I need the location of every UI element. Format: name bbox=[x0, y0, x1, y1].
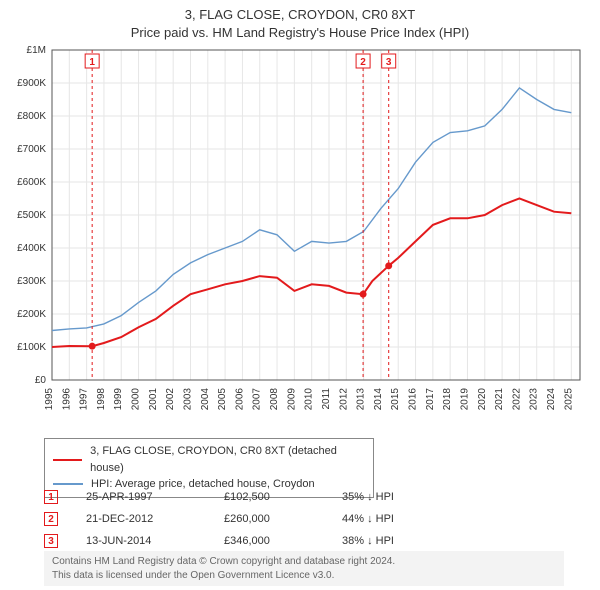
svg-text:2013: 2013 bbox=[356, 388, 367, 411]
svg-text:£100K: £100K bbox=[17, 342, 46, 353]
sale-date: 13-JUN-2014 bbox=[86, 535, 196, 547]
svg-text:2: 2 bbox=[360, 57, 366, 68]
footer-line1: Contains HM Land Registry data © Crown c… bbox=[52, 555, 556, 569]
svg-text:3: 3 bbox=[386, 57, 392, 68]
sale-row: 2 21-DEC-2012 £260,000 44% ↓ HPI bbox=[44, 508, 432, 530]
footer-line2: This data is licensed under the Open Gov… bbox=[52, 569, 556, 583]
svg-text:£0: £0 bbox=[35, 375, 47, 386]
legend-item: 3, FLAG CLOSE, CROYDON, CR0 8XT (detache… bbox=[53, 443, 365, 476]
page-container: { "title": { "line1": "3, FLAG CLOSE, CR… bbox=[0, 0, 600, 590]
svg-text:2010: 2010 bbox=[304, 388, 315, 411]
svg-text:2021: 2021 bbox=[494, 388, 505, 411]
svg-text:2000: 2000 bbox=[131, 388, 142, 411]
sale-price: £260,000 bbox=[224, 513, 314, 525]
chart-area: £0 £100K £200K £300K £400K £500K £600K £700K £80… bbox=[0, 42, 600, 432]
svg-text:£500K: £500K bbox=[17, 210, 46, 221]
svg-text:2018: 2018 bbox=[442, 388, 453, 411]
svg-text:2005: 2005 bbox=[217, 388, 228, 411]
footer-note: Contains HM Land Registry data © Crown c… bbox=[44, 551, 564, 586]
svg-text:2008: 2008 bbox=[269, 388, 280, 411]
svg-text:1998: 1998 bbox=[96, 388, 107, 411]
svg-text:1997: 1997 bbox=[79, 388, 90, 411]
svg-text:£900K: £900K bbox=[17, 78, 46, 89]
svg-text:£600K: £600K bbox=[17, 177, 46, 188]
svg-text:£800K: £800K bbox=[17, 111, 46, 122]
svg-text:2014: 2014 bbox=[373, 388, 384, 411]
svg-text:2023: 2023 bbox=[529, 388, 540, 411]
sale-list: 1 25-APR-1997 £102,500 35% ↓ HPI 2 21-DE… bbox=[44, 486, 432, 552]
svg-text:2024: 2024 bbox=[546, 388, 557, 411]
svg-text:1999: 1999 bbox=[113, 388, 124, 411]
svg-text:£1M: £1M bbox=[27, 45, 46, 56]
svg-text:1996: 1996 bbox=[61, 388, 72, 411]
sale-marker-icon: 3 bbox=[44, 534, 58, 548]
sale-hpi: 35% ↓ HPI bbox=[342, 491, 432, 503]
svg-text:2006: 2006 bbox=[234, 388, 245, 411]
title-line2: Price paid vs. HM Land Registry's House … bbox=[0, 24, 600, 42]
sale-hpi: 38% ↓ HPI bbox=[342, 535, 432, 547]
svg-text:£400K: £400K bbox=[17, 243, 46, 254]
svg-text:2025: 2025 bbox=[563, 388, 574, 411]
svg-text:2016: 2016 bbox=[408, 388, 419, 411]
sale-price: £102,500 bbox=[224, 491, 314, 503]
svg-text:2020: 2020 bbox=[477, 388, 488, 411]
svg-text:2011: 2011 bbox=[321, 388, 332, 410]
svg-text:£300K: £300K bbox=[17, 276, 46, 287]
sale-price: £346,000 bbox=[224, 535, 314, 547]
svg-text:2007: 2007 bbox=[252, 388, 263, 411]
legend-swatch bbox=[53, 483, 83, 485]
sale-date: 21-DEC-2012 bbox=[86, 513, 196, 525]
sale-marker-icon: 2 bbox=[44, 512, 58, 526]
sale-row: 3 13-JUN-2014 £346,000 38% ↓ HPI bbox=[44, 530, 432, 552]
chart-title: 3, FLAG CLOSE, CROYDON, CR0 8XT Price pa… bbox=[0, 0, 600, 41]
sale-date: 25-APR-1997 bbox=[86, 491, 196, 503]
title-line1: 3, FLAG CLOSE, CROYDON, CR0 8XT bbox=[0, 6, 600, 24]
svg-text:2003: 2003 bbox=[182, 388, 193, 411]
legend-swatch bbox=[53, 459, 82, 461]
chart-svg: £0 £100K £200K £300K £400K £500K £600K £700K £80… bbox=[0, 42, 600, 432]
legend-label: 3, FLAG CLOSE, CROYDON, CR0 8XT (detache… bbox=[90, 443, 365, 476]
sale-marker-icon: 1 bbox=[44, 490, 58, 504]
sale-row: 1 25-APR-1997 £102,500 35% ↓ HPI bbox=[44, 486, 432, 508]
svg-text:1: 1 bbox=[89, 57, 95, 68]
svg-text:2009: 2009 bbox=[286, 388, 297, 411]
svg-text:2015: 2015 bbox=[390, 388, 401, 411]
sale-hpi: 44% ↓ HPI bbox=[342, 513, 432, 525]
svg-text:1995: 1995 bbox=[44, 388, 55, 411]
svg-text:£200K: £200K bbox=[17, 309, 46, 320]
svg-text:2019: 2019 bbox=[459, 388, 470, 411]
svg-text:£700K: £700K bbox=[17, 144, 46, 155]
svg-text:2017: 2017 bbox=[425, 388, 436, 411]
svg-text:2001: 2001 bbox=[148, 388, 159, 411]
svg-text:2022: 2022 bbox=[511, 388, 522, 411]
svg-text:2002: 2002 bbox=[165, 388, 176, 411]
svg-text:2012: 2012 bbox=[338, 388, 349, 411]
svg-text:2004: 2004 bbox=[200, 388, 211, 411]
